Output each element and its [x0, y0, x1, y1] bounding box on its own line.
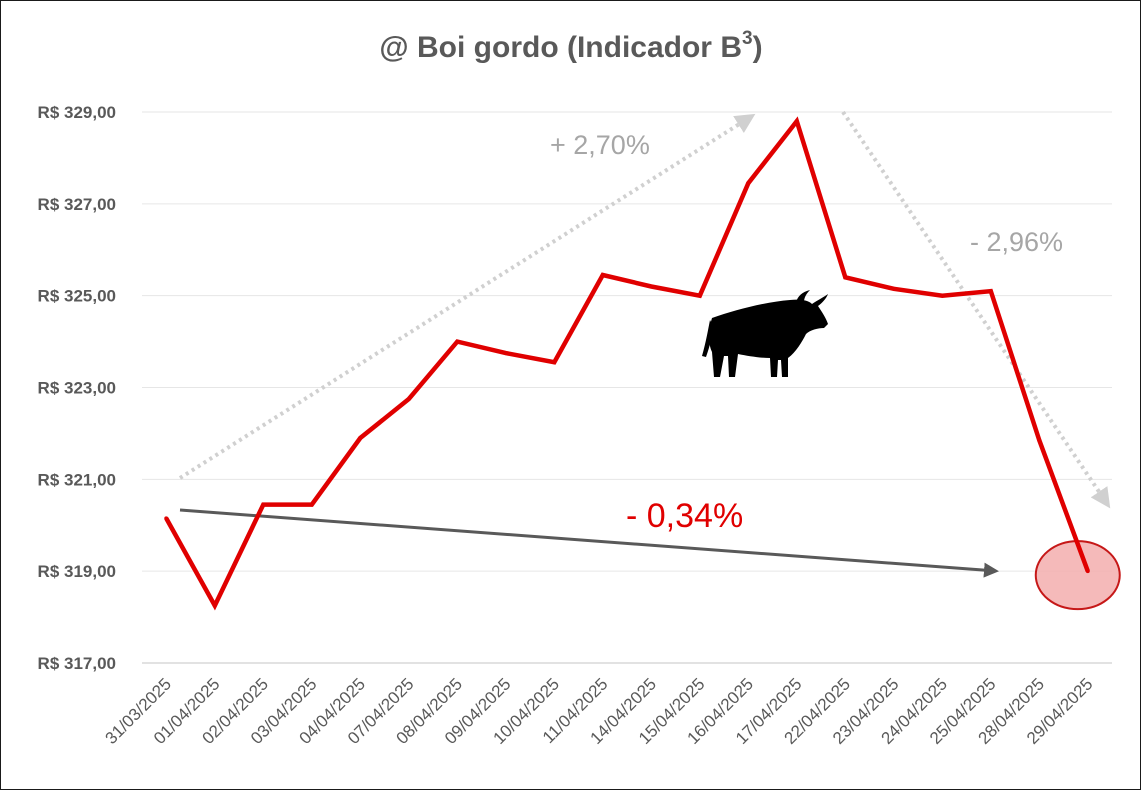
data-point [697, 293, 702, 298]
data-point [940, 293, 945, 298]
y-axis-ticks: R$ 317,00 R$ 319,00 R$ 321,00 R$ 323,00 R$ 3… [38, 103, 116, 673]
data-point [1037, 438, 1042, 443]
data-point [212, 603, 217, 608]
data-point [261, 502, 266, 507]
data-point [649, 284, 654, 289]
bull-icon [702, 290, 828, 377]
x-axis-ticks: 31/03/202501/04/202502/04/202503/04/2025… [101, 674, 1096, 748]
rise-trend-arrow [178, 113, 756, 480]
data-point [1085, 569, 1090, 574]
data-point [455, 339, 460, 344]
data-point [406, 396, 411, 401]
chart-title-superscript: 3 [742, 28, 753, 49]
data-point [358, 436, 363, 441]
chart-title: @ Boi gordo (Indicador B3) [379, 28, 762, 64]
data-point [600, 273, 605, 278]
chart-title-suffix: ) [753, 31, 763, 64]
data-point [843, 275, 848, 280]
data-point [794, 119, 799, 124]
y-tick-label: R$ 329,00 [38, 103, 116, 122]
net-change-arrow [179, 508, 999, 578]
y-tick-label: R$ 325,00 [38, 287, 116, 306]
y-tick-label: R$ 317,00 [38, 654, 116, 673]
data-point [988, 289, 993, 294]
price-series [164, 116, 1090, 611]
fall-trend-arrow [841, 110, 1111, 509]
chart-title-main: @ Boi gordo (Indicador B [379, 31, 742, 64]
data-point [164, 516, 169, 521]
fall-percentage-label: - 2,96% [970, 227, 1063, 257]
series-line [164, 116, 1090, 611]
y-tick-label: R$ 321,00 [38, 470, 116, 489]
data-point [503, 351, 508, 356]
data-point [552, 360, 557, 365]
y-tick-label: R$ 319,00 [38, 562, 116, 581]
rise-percentage-label: + 2,70% [550, 130, 650, 160]
final-point-highlight [1034, 540, 1121, 611]
data-point [891, 286, 896, 291]
data-point [309, 502, 314, 507]
y-tick-label: R$ 323,00 [38, 379, 116, 398]
data-point [746, 181, 751, 186]
net-percentage-label: - 0,34% [626, 497, 743, 535]
y-tick-label: R$ 327,00 [38, 195, 116, 214]
grid-lines [142, 111, 1112, 664]
